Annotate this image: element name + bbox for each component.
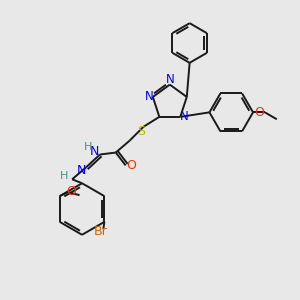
Text: N: N	[165, 73, 174, 86]
Text: H: H	[84, 142, 92, 152]
Text: N: N	[145, 90, 153, 104]
Text: O: O	[67, 185, 76, 198]
Text: H: H	[60, 171, 68, 181]
Text: N: N	[180, 110, 189, 123]
Text: N: N	[90, 145, 100, 158]
Text: O: O	[254, 106, 264, 119]
Text: O: O	[127, 159, 136, 172]
Text: Br: Br	[94, 225, 107, 238]
Text: N: N	[76, 164, 86, 177]
Text: S: S	[137, 125, 146, 138]
